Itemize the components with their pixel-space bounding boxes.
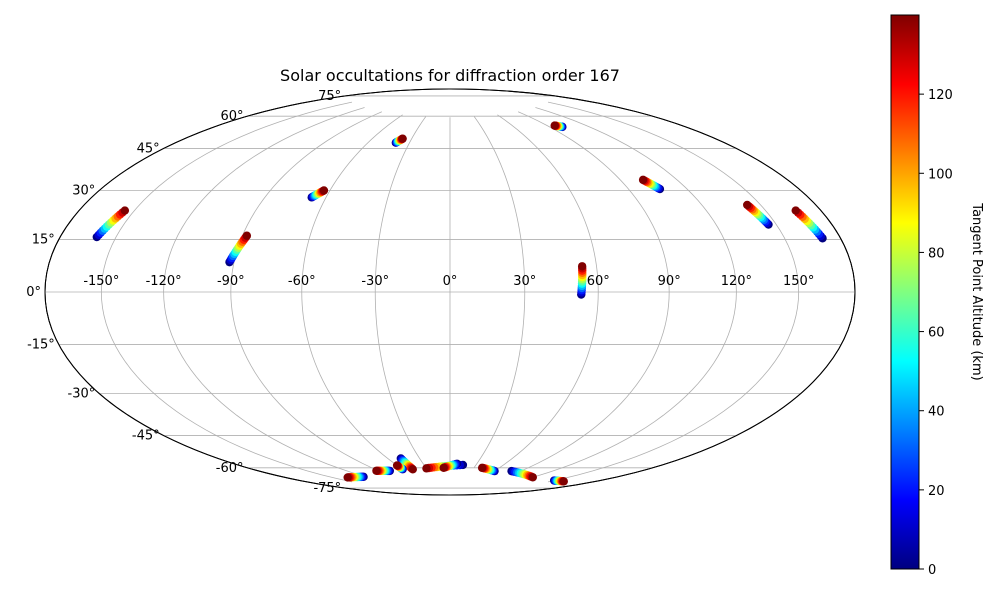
- longitude-tick-label: -120°: [146, 274, 182, 289]
- latitude-tick-label: 75°: [318, 89, 341, 104]
- data-point: [392, 461, 402, 470]
- latitude-tick-label: 60°: [220, 109, 243, 124]
- data-point: [439, 463, 448, 472]
- longitude-tick-label: -150°: [83, 274, 119, 289]
- longitude-gridline: [100, 101, 353, 483]
- map-area: [44, 88, 856, 496]
- colorbar-tick-label: 20: [928, 484, 945, 499]
- colorbar-gradient: [890, 14, 920, 570]
- latitude-tick-label: -45°: [132, 429, 160, 444]
- data-point: [638, 175, 648, 185]
- longitude-gridline: [497, 114, 599, 470]
- longitude-tick-label: 0°: [443, 274, 458, 289]
- data-point: [242, 231, 252, 240]
- longitude-gridline: [230, 111, 383, 473]
- data-point: [528, 473, 537, 482]
- longitude-gridline: [547, 101, 800, 483]
- data-point: [398, 134, 407, 143]
- longitude-gridline: [517, 111, 670, 473]
- data-point: [791, 206, 800, 215]
- colorbar: 0 20 40 60 80 100 120: [890, 14, 953, 578]
- longitude-gridline: [301, 114, 403, 470]
- data-point: [408, 465, 417, 474]
- longitude-gridline: [163, 107, 365, 477]
- latitude-tick-labels: 75° 60° 45° 30° 15° 0° -15° -30° -45° -60° -75°: [26, 89, 341, 496]
- chart-title: Solar occultations for diffraction order…: [280, 66, 620, 85]
- data-point: [577, 262, 587, 271]
- data-points: [92, 121, 827, 486]
- colorbar-tick-label: 40: [928, 405, 945, 420]
- latitude-tick-label: 30°: [72, 184, 95, 199]
- latitude-tick-label: 45°: [137, 141, 160, 156]
- colorbar-label: Tangent Point Altitude (km): [969, 202, 984, 380]
- longitude-tick-label: 90°: [658, 274, 681, 289]
- latitude-tick-label: -15°: [27, 338, 55, 353]
- colorbar-tick-label: 80: [928, 246, 945, 261]
- longitude-tick-label: 60°: [587, 274, 610, 289]
- longitude-gridline: [535, 107, 737, 477]
- data-point: [372, 466, 381, 475]
- data-point: [120, 206, 130, 215]
- colorbar-tick-label: 60: [928, 326, 945, 341]
- data-point: [550, 121, 559, 130]
- longitude-tick-label: 120°: [721, 274, 752, 289]
- longitude-gridline: [473, 116, 526, 468]
- map-border: [44, 88, 856, 496]
- data-point: [477, 463, 487, 473]
- longitude-tick-labels: -150° -120° -90° -60° -30° 0° 30° 60° 90° 120° 150…: [83, 274, 814, 289]
- latitude-tick-label: -30°: [68, 387, 96, 402]
- longitude-tick-label: 150°: [783, 274, 814, 289]
- data-point: [559, 477, 568, 486]
- longitude-tick-label: -30°: [361, 274, 389, 289]
- longitude-tick-label: -90°: [217, 274, 245, 289]
- longitude-gridline: [374, 116, 427, 468]
- latitude-tick-label: 15°: [32, 232, 55, 247]
- colorbar-tick-label: 100: [928, 167, 953, 182]
- longitude-tick-label: 30°: [513, 274, 536, 289]
- data-point: [422, 464, 431, 473]
- data-point: [743, 200, 752, 210]
- colorbar-tick-label: 0: [928, 563, 936, 578]
- longitude-tick-label: -60°: [288, 274, 316, 289]
- data-point: [319, 186, 329, 195]
- latitude-tick-label: -75°: [313, 481, 341, 496]
- data-point: [343, 473, 352, 482]
- colorbar-tick-label: 120: [928, 88, 953, 103]
- latitude-tick-label: 0°: [26, 285, 41, 300]
- latitude-tick-label: -60°: [216, 461, 244, 476]
